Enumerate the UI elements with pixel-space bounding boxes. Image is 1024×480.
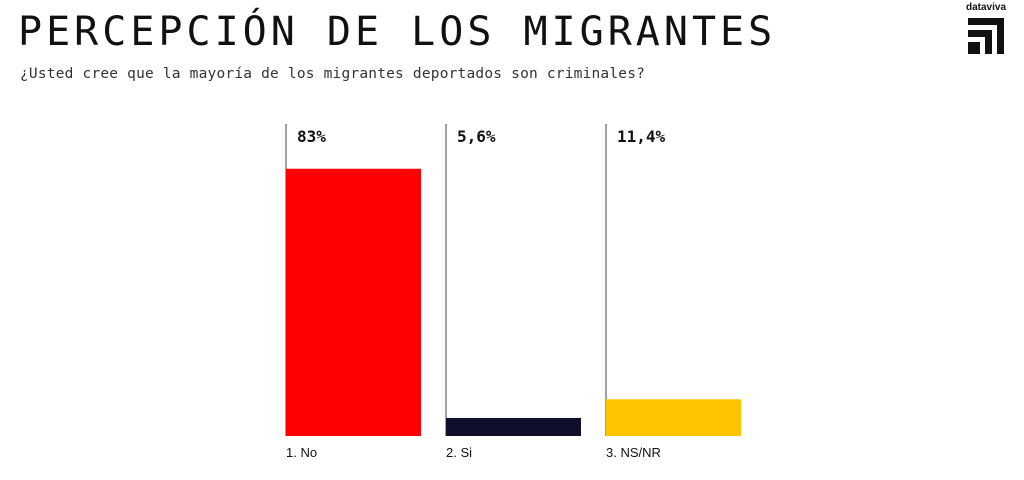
brand-name: dataviva	[965, 2, 1007, 13]
bar	[446, 417, 581, 436]
dataviva-logo-icon	[968, 18, 1004, 54]
bar	[606, 399, 741, 436]
category-label: 3. NS/NR	[606, 445, 661, 460]
category-label: 1. No	[286, 445, 317, 460]
bar	[286, 168, 421, 437]
chart-title: PERCEPCIÓN DE LOS MIGRANTES	[18, 9, 777, 55]
bar-value-label: 83%	[297, 127, 326, 146]
bar-value-label: 11,4%	[617, 127, 666, 146]
category-label: 2. Si	[446, 445, 472, 460]
chart-subtitle: ¿Usted cree que la mayoría de los migran…	[20, 66, 646, 82]
bar-value-label: 5,6%	[457, 127, 496, 146]
brand-logo: dataviva	[960, 2, 1012, 58]
